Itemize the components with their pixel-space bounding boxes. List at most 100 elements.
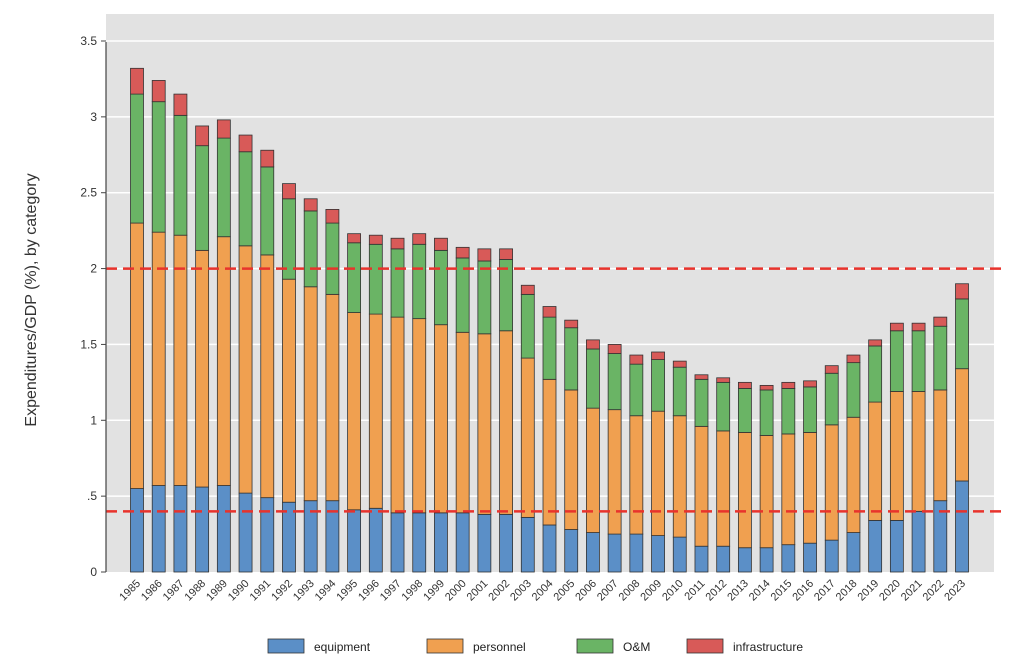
bar-o-m-2008: [629, 363, 644, 417]
x-tick-label: 1993: [291, 578, 317, 604]
legend-label: equipment: [314, 640, 371, 654]
x-tick-label: 2015: [769, 578, 795, 604]
y-tick-label: 2: [90, 262, 97, 276]
bar-personnel-2004: [542, 378, 557, 526]
bar-infrastructure-1986: [151, 80, 166, 103]
bar-personnel-2002: [499, 330, 513, 515]
bar-personnel-2012: [716, 430, 731, 547]
legend-swatch: [686, 638, 724, 654]
bar-infrastructure-1993: [303, 198, 318, 212]
bar-personnel-1994: [325, 293, 340, 502]
bar-personnel-2021: [911, 391, 926, 512]
bar-infrastructure-2000: [455, 246, 470, 259]
bar-o-m-1999: [434, 249, 448, 326]
bar-personnel-2003: [520, 357, 535, 518]
x-tick-label: 2003: [508, 578, 534, 604]
bar-personnel-1991: [260, 254, 275, 499]
bar-equipment-2004: [542, 524, 557, 573]
x-tick-label: 1996: [356, 578, 382, 604]
bar-infrastructure-2017: [824, 365, 839, 374]
x-tick-label: 2004: [530, 578, 556, 604]
bar-o-m-1989: [216, 137, 231, 238]
bar-personnel-2014: [759, 435, 774, 549]
x-tick-label: 2023: [942, 578, 968, 604]
bar-o-m-2013: [737, 388, 752, 433]
y-axis-label: Expenditures/GDP (%), by category: [23, 173, 40, 426]
x-tick-label: 2013: [725, 578, 751, 604]
y-tick-label: 1.5: [80, 337, 97, 351]
bar-equipment-2011: [694, 545, 709, 573]
bar-infrastructure-1997: [390, 237, 405, 250]
y-tick-label: .5: [87, 489, 97, 503]
bar-o-m-2016: [803, 386, 817, 433]
x-tick-label: 2002: [486, 578, 512, 604]
bar-equipment-2006: [586, 532, 600, 573]
x-tick-label: 2012: [704, 578, 730, 604]
bar-equipment-2013: [737, 547, 752, 573]
x-ticks: 1985198619871988198919901991199219931994…: [117, 578, 968, 604]
bar-o-m-1992: [282, 198, 296, 280]
y-tick-label: 1: [90, 413, 97, 427]
bar-infrastructure-2013: [737, 381, 752, 389]
x-tick-label: 1991: [248, 578, 274, 604]
x-tick-label: 2014: [747, 578, 773, 604]
bar-personnel-2008: [629, 415, 644, 535]
bar-equipment-2010: [672, 536, 687, 573]
legend: equipment personnel O&M infrastructure: [267, 638, 803, 654]
bar-personnel-1992: [282, 278, 296, 503]
bar-equipment-1991: [260, 497, 275, 573]
bar-infrastructure-2002: [499, 248, 513, 260]
bars: [130, 67, 969, 573]
bar-equipment-2012: [716, 545, 731, 573]
bar-infrastructure-2007: [607, 344, 622, 354]
bar-personnel-2019: [868, 401, 883, 521]
x-tick-label: 2018: [834, 578, 860, 604]
x-tick-label: 2010: [660, 578, 686, 604]
bar-equipment-2018: [846, 532, 861, 573]
bar-infrastructure-2014: [759, 384, 774, 391]
bar-personnel-1996: [368, 313, 383, 509]
bar-infrastructure-2018: [846, 354, 861, 364]
bar-equipment-2017: [824, 539, 839, 573]
bar-infrastructure-2023: [955, 283, 969, 300]
bar-equipment-2023: [955, 480, 969, 573]
bar-personnel-1997: [390, 316, 405, 514]
bar-o-m-2020: [889, 330, 904, 392]
y-tick-label: 0: [90, 565, 97, 579]
bar-equipment-1986: [151, 485, 166, 573]
y-tick-label: 3: [90, 110, 97, 124]
bar-o-m-2014: [759, 389, 774, 436]
bar-infrastructure-2020: [889, 322, 904, 332]
legend-label: O&M: [623, 640, 650, 654]
x-tick-label: 2019: [855, 578, 881, 604]
legend-swatch: [576, 638, 614, 654]
bar-infrastructure-1998: [412, 233, 427, 245]
x-tick-label: 1997: [378, 578, 404, 604]
bar-personnel-1995: [347, 312, 362, 511]
bar-infrastructure-1996: [368, 234, 383, 245]
x-tick-label: 1987: [161, 578, 187, 604]
bar-equipment-2016: [803, 542, 817, 573]
x-tick-label: 1988: [182, 578, 208, 604]
bar-infrastructure-2015: [781, 381, 796, 389]
bar-personnel-1993: [303, 286, 318, 502]
bar-o-m-1996: [368, 243, 383, 315]
x-tick-label: 2001: [465, 578, 491, 604]
bar-personnel-2023: [955, 368, 969, 482]
x-tick-label: 2006: [573, 578, 599, 604]
bar-personnel-2001: [477, 333, 492, 515]
bar-infrastructure-2004: [542, 306, 557, 318]
bar-personnel-2013: [737, 432, 752, 549]
x-tick-label: 1986: [139, 578, 165, 604]
bar-infrastructure-2010: [672, 360, 687, 368]
bar-o-m-2009: [651, 359, 665, 412]
bar-personnel-2022: [933, 389, 948, 502]
bar-equipment-1996: [368, 507, 383, 573]
x-tick-label: 2009: [638, 578, 664, 604]
bar-personnel-2011: [694, 425, 709, 547]
bar-o-m-2003: [520, 293, 535, 359]
x-tick-label: 2021: [899, 578, 925, 604]
bar-infrastructure-2001: [477, 248, 492, 262]
bar-infrastructure-1987: [173, 93, 188, 116]
